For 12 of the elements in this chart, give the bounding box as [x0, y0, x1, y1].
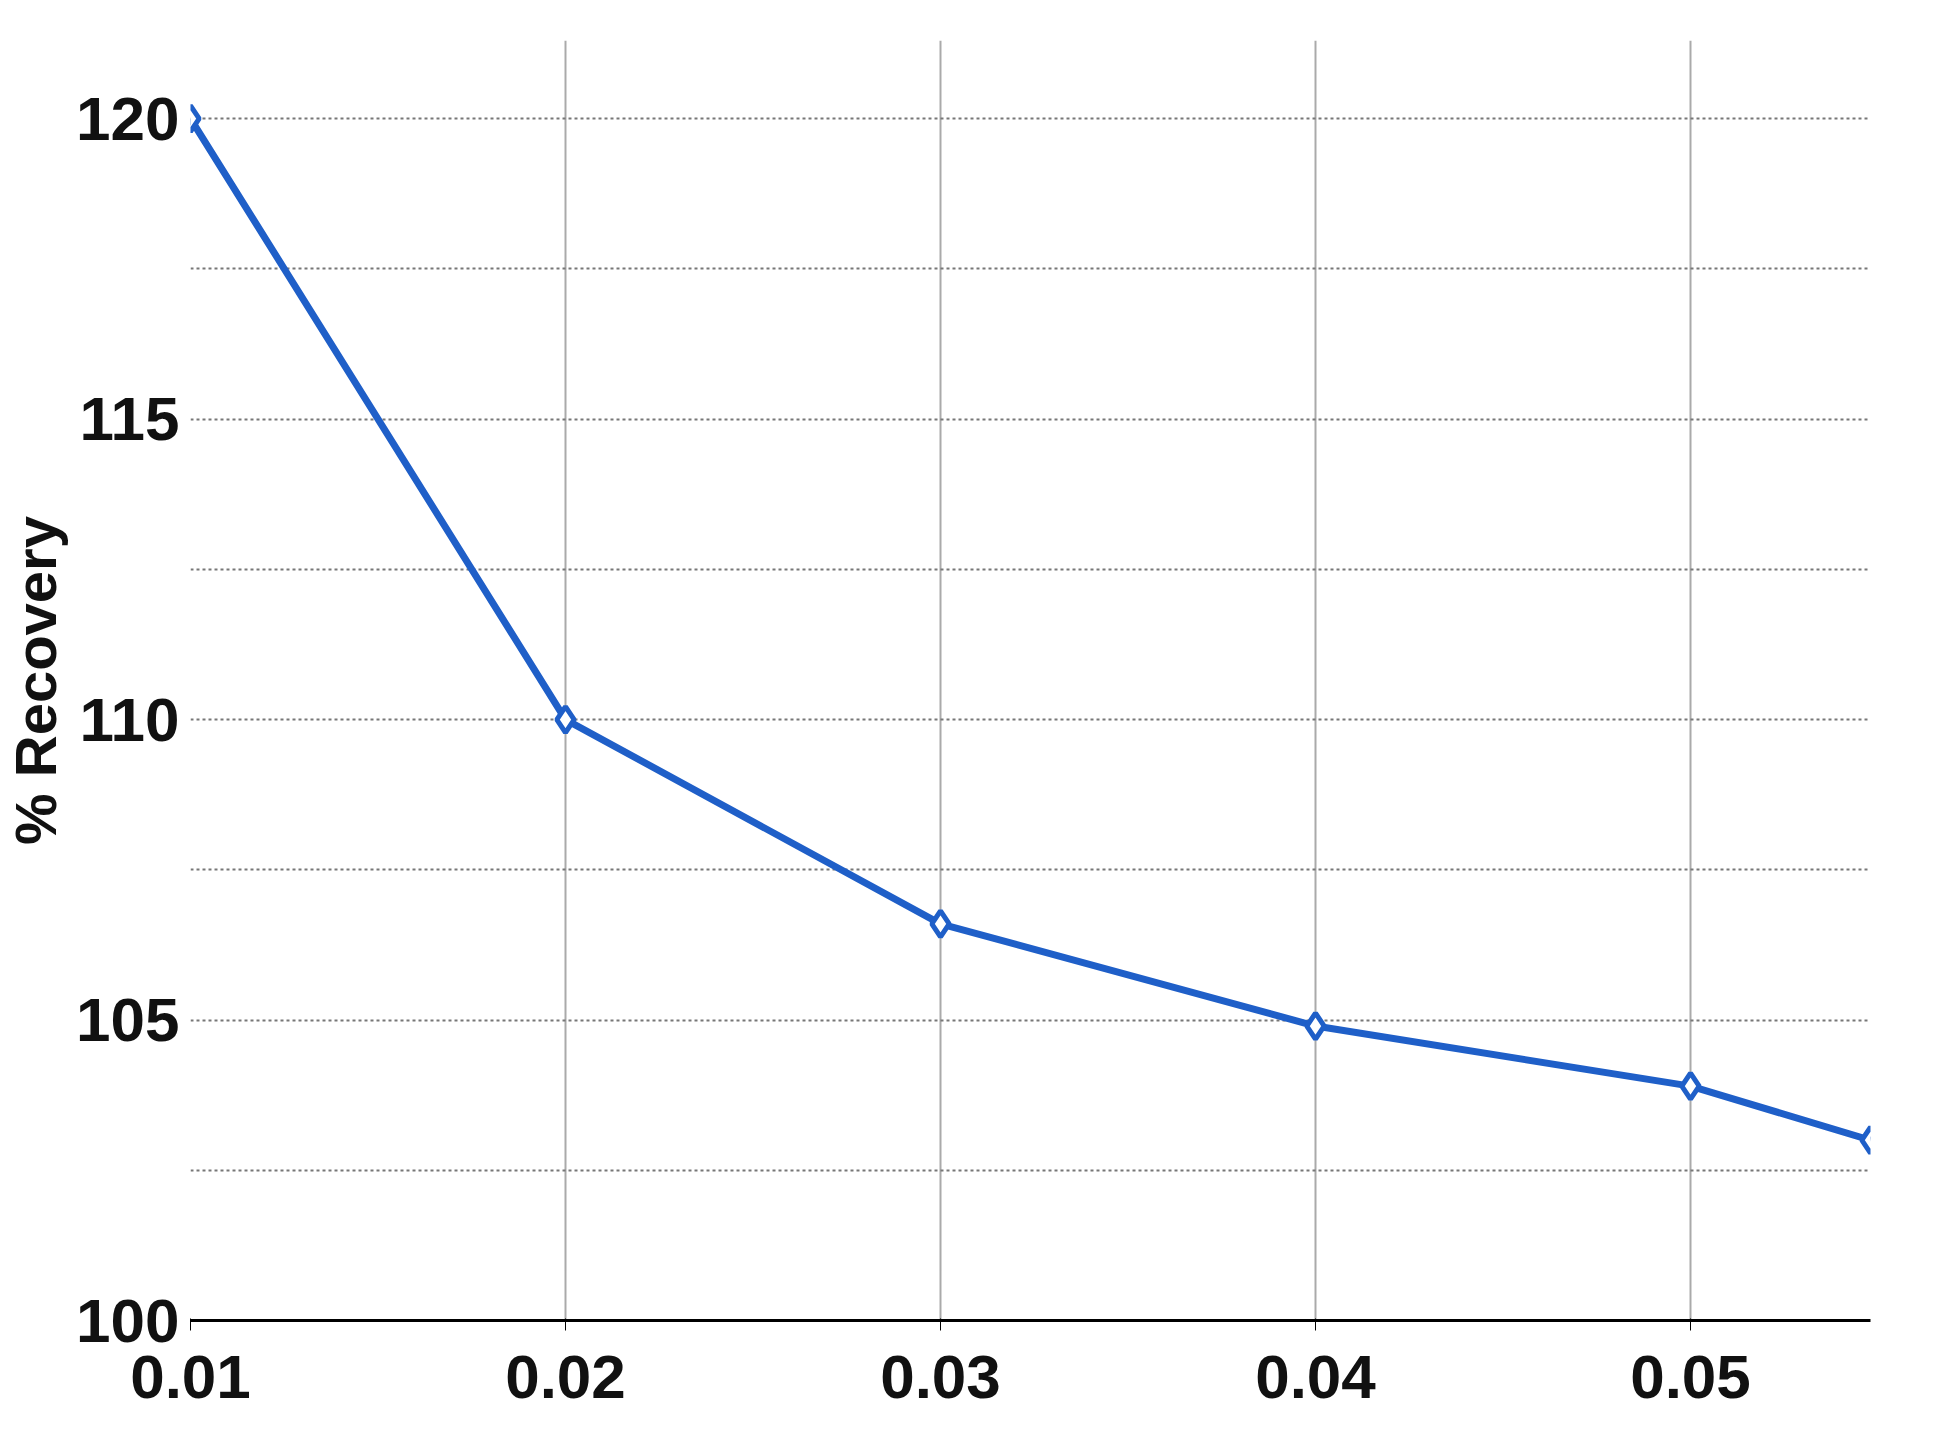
- y-tick-label: 110: [79, 684, 180, 754]
- y-axis-title: % Recovery: [3, 516, 69, 845]
- x-tick-label: 0.05: [1630, 1341, 1751, 1411]
- x-tick-label: 0.04: [1255, 1341, 1377, 1411]
- y-tick-label: 100: [76, 1285, 180, 1355]
- x-tick-label: 0.02: [505, 1341, 626, 1411]
- x-tick-label: 0.03: [880, 1341, 1001, 1411]
- y-tick-label: 115: [79, 384, 180, 454]
- y-tick-label: 105: [76, 985, 180, 1055]
- point: [929, 908, 952, 940]
- y-tick-label: 120: [76, 83, 180, 153]
- point: [1304, 1010, 1327, 1042]
